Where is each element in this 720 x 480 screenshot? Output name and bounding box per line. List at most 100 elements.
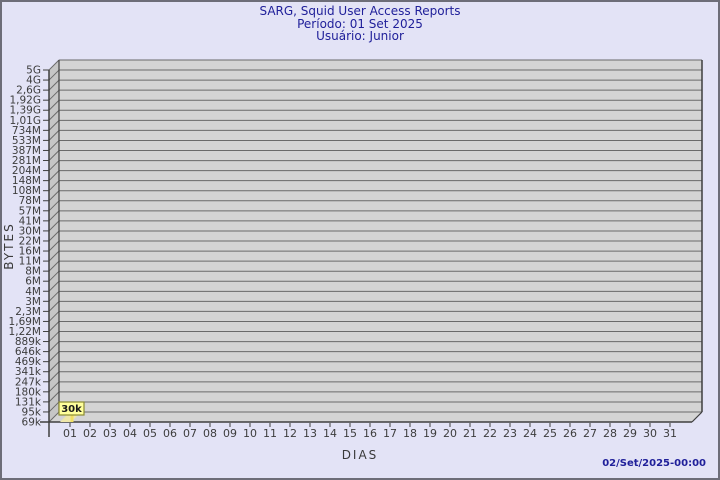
y-tick-label: 131k [15,396,42,408]
y-tick-label: 11M [19,256,41,268]
x-tick-label: 07 [183,427,197,440]
y-tick-label: 1,92G [9,95,41,107]
x-tick-label: 10 [243,427,257,440]
chart-period: Período: 01 Set 2025 [297,16,423,31]
gridline-slant [48,200,60,212]
y-tick-label: 1,69M [9,316,41,328]
gridline-slant [48,140,60,151]
x-axis-title: DIAS [341,448,379,462]
x-tick-label: 12 [283,427,297,440]
y-tick-label: 247k [15,376,42,388]
y-tick-label: 1,39G [9,105,41,117]
x-tick-label: 23 [503,427,517,440]
gridline-slant [48,391,60,403]
x-tick-label: 17 [383,427,397,440]
y-tick-label: 22M [19,235,41,247]
x-tick-label: 15 [343,427,357,440]
x-tick-label: 03 [103,427,117,440]
gridline-slant [48,210,60,222]
gridline-slant [48,220,60,232]
gridline-slant [48,371,60,383]
y-tick-label: 2,3M [15,306,41,318]
x-tick-label: 09 [223,427,237,440]
y-tick-label: 16M [19,246,41,258]
generation-timestamp: 02/Set/2025-00:00 [602,458,706,469]
y-tick-label: 204M [12,165,41,177]
y-tick-label: 4M [25,286,41,298]
gridline-slant [48,301,60,312]
gridline-slant [48,130,60,141]
y-tick-label: 180k [15,386,42,398]
gridline-slant [48,351,60,363]
y-tick-label: 6M [25,276,41,288]
x-tick-label: 21 [463,427,477,440]
x-tick-label: 24 [523,427,537,440]
gridline-slant [48,321,60,332]
gridline-slant [48,361,60,373]
gridline-slant [48,79,60,91]
gridline-slant [48,401,60,413]
y-tick-label: 57M [19,205,41,217]
x-tick-label: 02 [83,427,97,440]
y-tick-label: 387M [12,145,41,157]
x-tick-label: 01 [63,427,77,440]
x-tick-label: 30 [643,427,657,440]
gridline-slant [48,109,60,121]
data-point-tag [58,401,85,416]
gridline-slant [48,331,60,342]
y-tick-label: 889k [15,336,42,348]
gridline-slant [48,290,60,302]
gridline-slant [48,160,60,171]
chart-title-block: SARG, Squid User Access Reports Período:… [0,5,720,43]
gridline-slant [48,150,60,161]
y-tick-label: 8M [25,266,41,278]
gridline-slant [48,230,60,242]
y-tick-label: 108M [12,185,41,197]
gridline-slant [48,180,60,192]
gridline-slant [48,250,60,262]
x-tick-label: 22 [483,427,497,440]
gridline-slant [48,411,60,423]
chart-user: Usuário: Junior [316,29,404,43]
gridline-slant [48,99,60,111]
y-tick-label: 341k [15,366,42,378]
x-tick-label: 05 [143,427,157,440]
y-tick-label: 281M [12,155,41,167]
y-tick-label: 1,22M [9,326,41,338]
gridline-slant [48,381,60,393]
y-tick-label: 4G [26,75,41,87]
y-tick-label: 469k [15,356,42,368]
gridline-slant [48,190,60,202]
plot-side-wall [49,60,59,422]
x-tick-label: 25 [543,427,557,440]
x-tick-label: 11 [263,427,277,440]
gridline-slant [48,170,60,181]
x-tick-label: 28 [603,427,617,440]
gridline-slant [48,119,60,131]
gridline-slant [48,59,60,71]
gridline-slant [48,270,60,282]
x-tick-label: 18 [403,427,417,440]
x-tick-label: 26 [563,427,577,440]
y-tick-label: 41M [19,215,41,227]
x-tick-label: 14 [323,427,337,440]
y-tick-label: 1,01G [9,115,41,127]
y-tick-label: 5G [26,65,41,77]
gridline-slant [48,311,60,322]
gridline-slant [48,341,60,352]
y-tick-label: 30M [19,225,41,237]
y-axis-title: BYTES [2,222,16,270]
x-tick-label: 04 [123,427,137,440]
gridline-slant [48,260,60,272]
chart-title: SARG, Squid User Access Reports [259,4,461,18]
y-tick-label: 69k [22,417,42,429]
y-tick-label: 734M [12,125,41,137]
gridline-slant [48,280,60,292]
y-tick-label: 78M [19,195,41,207]
x-tick-label: 16 [363,427,377,440]
y-tick-label: 533M [12,135,41,147]
y-tick-label: 3M [25,296,41,308]
x-tick-label: 08 [203,427,217,440]
